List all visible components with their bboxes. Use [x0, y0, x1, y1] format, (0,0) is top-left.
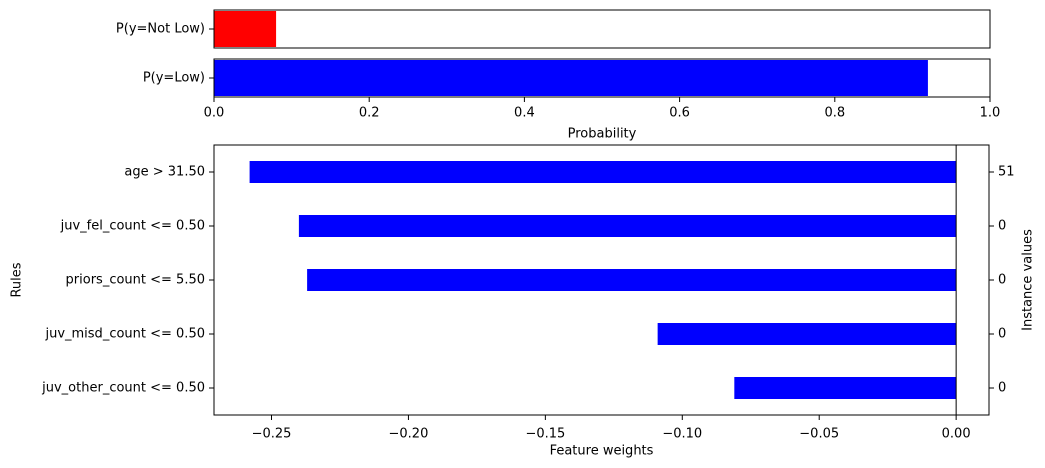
feature-weight-bar	[657, 323, 957, 345]
rule-label: age > 31.50	[124, 165, 205, 180]
x-tick-label: −0.25	[252, 427, 292, 442]
x-tick-label: −0.15	[525, 427, 565, 442]
feature-weight-bar	[249, 161, 957, 183]
instance-value: 51	[998, 165, 1015, 180]
instance-value: 0	[998, 219, 1006, 234]
x-tick-label: 1.0	[980, 106, 1001, 121]
x-tick-label: 0.8	[824, 106, 845, 121]
x-tick-label: −0.10	[662, 427, 702, 442]
class-label: P(y=Low)	[143, 71, 205, 86]
right-axis-label: Instance values	[1021, 229, 1036, 331]
x-axis-label: Probability	[568, 127, 637, 142]
rule-label: juv_misd_count <= 0.50	[44, 327, 205, 342]
instance-value: 0	[998, 273, 1006, 288]
probability-bar	[214, 11, 277, 47]
class-label: P(y=Not Low)	[116, 22, 205, 37]
instance-value: 0	[998, 327, 1006, 342]
rule-label: juv_fel_count <= 0.50	[60, 219, 205, 234]
instance-value: 0	[998, 381, 1006, 396]
x-tick-label: 0.4	[514, 106, 535, 121]
probability-chart: P(y=Not Low) P(y=Low) 0.0 0.2 0.4 0.6 0.8 1.0 Pr…	[116, 9, 1001, 142]
x-tick-label: 0.00	[942, 427, 971, 442]
x-axis-label: Feature weights	[550, 444, 654, 459]
x-tick-label: 0.0	[204, 106, 225, 121]
probability-panel-frame	[213, 9, 991, 49]
feature-weights-chart: age > 31.50 51 juv_fel_count <= 0.50 0 prior…	[10, 144, 1036, 459]
feature-weight-bar	[734, 377, 957, 399]
y-axis-label: Rules	[10, 262, 25, 297]
feature-weight-bar	[307, 269, 957, 291]
probability-bar	[214, 60, 928, 96]
rule-label: priors_count <= 5.50	[66, 273, 205, 288]
axes-frame	[213, 144, 990, 416]
x-tick-label: 0.2	[359, 106, 380, 121]
x-tick-label: −0.05	[799, 427, 839, 442]
x-tick-label: −0.20	[389, 427, 429, 442]
x-tick-label: 0.6	[669, 106, 690, 121]
rule-label: juv_other_count <= 0.50	[41, 381, 205, 396]
feature-weight-bar	[298, 215, 957, 237]
